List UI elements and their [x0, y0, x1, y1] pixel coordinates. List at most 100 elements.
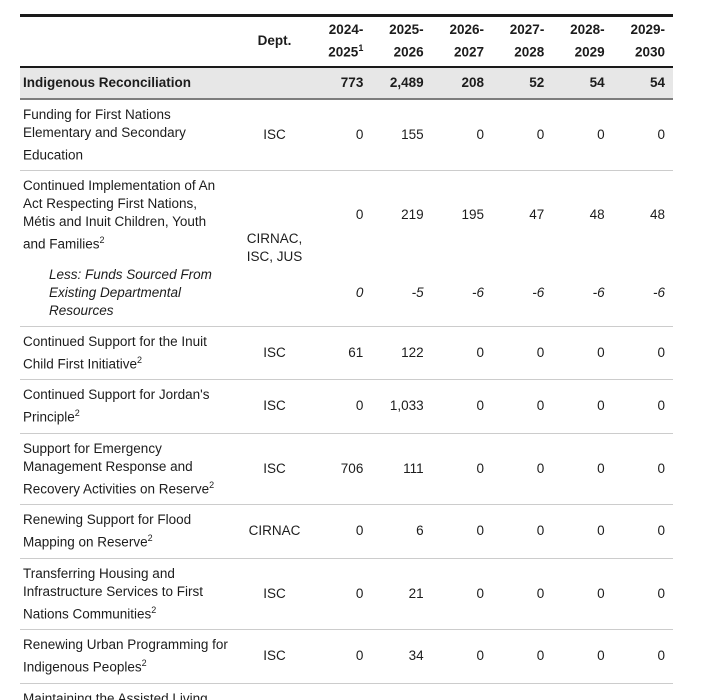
dept-cell: ISC: [263, 126, 286, 142]
value-cell: 0: [657, 126, 665, 142]
value-cell: 0: [536, 523, 545, 539]
value-cell: 0: [597, 523, 605, 539]
year-line2: 2027: [453, 44, 484, 60]
value-cell: 0: [355, 648, 364, 664]
program-label: Support for Emergency Management Respons…: [23, 440, 210, 497]
program-label: Continued Support for Jordan's Principle: [23, 387, 210, 425]
summary-label: Indigenous Reconciliation: [23, 74, 192, 90]
value-cell: 47: [529, 207, 545, 223]
table-row: Renewing Support for Flood Mapping on Re…: [20, 505, 673, 559]
value-cell: 0: [476, 126, 484, 142]
table-row: Continued Support for Jordan's Principle…: [20, 380, 673, 434]
value-cell: 34: [408, 648, 424, 664]
dept-column-header: Dept.: [257, 33, 292, 49]
value-cell: 0: [536, 460, 545, 476]
program-cell: Renewing Support for Flood Mapping on Re…: [20, 505, 238, 559]
value-cell: 60: [371, 683, 431, 700]
footnote-marker: 1: [358, 43, 364, 53]
program-cell: Maintaining the Assisted Living Program …: [20, 683, 238, 700]
year-line2: 2025: [328, 44, 359, 60]
dept-cell: CIRNAC: [248, 523, 301, 539]
indigenous-reconciliation-spending-table: Dept. 2024- 20251 2025- 2026 2026- 2027 202…: [20, 14, 673, 700]
value-cell: 0: [355, 126, 364, 142]
value-cell: 0: [355, 523, 364, 539]
program-cell: Continued Support for Jordan's Principle…: [20, 380, 238, 434]
value-cell: 0: [476, 344, 484, 360]
dept-cell: ISC: [263, 344, 286, 360]
value-cell: -6: [652, 284, 665, 300]
value-cell: 0: [355, 585, 364, 601]
year-column-header: 2026- 2027: [432, 16, 492, 67]
header-row: Dept. 2024- 20251 2025- 2026 2026- 2027 202…: [20, 16, 673, 67]
summary-value: 773: [340, 74, 364, 90]
value-cell: 0: [476, 523, 484, 539]
year-line1: 2027-: [509, 22, 545, 37]
value-cell: 0: [476, 398, 484, 414]
value-cell: 0: [613, 683, 673, 700]
year-line1: 2025-: [389, 22, 424, 37]
value-cell: 48: [589, 207, 605, 223]
value-cell: 0: [536, 585, 545, 601]
less-subrow: Less: Funds Sourced From Existing Depart…: [20, 260, 673, 326]
table-row: Continued Implementation of An Act Respe…: [20, 171, 673, 264]
summary-value: 2,489: [389, 74, 424, 90]
year-line2: 2028: [514, 44, 545, 60]
year-column-header: 2028- 2029: [552, 16, 612, 67]
value-cell: 0: [657, 585, 665, 601]
footnote-marker: 2: [74, 408, 80, 418]
value-cell: 21: [408, 585, 424, 601]
value-cell: -5: [411, 284, 424, 300]
year-line2: 2029: [574, 44, 605, 60]
value-cell: 0: [432, 683, 492, 700]
program-cell: Support for Emergency Management Respons…: [20, 433, 238, 505]
year-column-header: 2024- 20251: [311, 16, 371, 67]
value-cell: 0: [657, 344, 665, 360]
value-cell: 0: [476, 460, 484, 476]
value-cell: 6: [416, 523, 424, 539]
value-cell: 0: [476, 585, 484, 601]
value-cell: 0: [536, 398, 545, 414]
table-header: Dept. 2024- 20251 2025- 2026 2026- 2027 202…: [20, 16, 673, 67]
value-cell: 0: [597, 344, 605, 360]
footnote-marker: 2: [209, 479, 215, 490]
value-cell: 0: [476, 648, 484, 664]
value-cell: 0: [311, 683, 371, 700]
table-row: Transferring Housing and Infrastructure …: [20, 558, 673, 630]
program-label: Continued Implementation of An Act Respe…: [23, 178, 216, 252]
table-row: Maintaining the Assisted Living Program …: [20, 683, 673, 700]
value-cell: 1,033: [389, 398, 424, 414]
summary-value: 54: [589, 74, 605, 90]
program-label: Continued Support for the Inuit Child Fi…: [23, 333, 207, 372]
program-label: Maintaining the Assisted Living Program …: [23, 690, 208, 700]
value-cell: 0: [355, 398, 364, 414]
value-cell: 0: [536, 648, 545, 664]
value-cell: 0: [657, 648, 665, 664]
program-cell: Funding for First Nations Elementary and…: [20, 99, 238, 171]
year-column-header: 2027- 2028: [492, 16, 552, 67]
dept-cell: ISC: [263, 648, 286, 664]
summary-value: 52: [529, 74, 545, 90]
value-cell: 0: [536, 344, 545, 360]
value-cell: 0: [597, 398, 605, 414]
year-line1: 2028-: [570, 22, 605, 37]
year-column-header: 2029- 2030: [613, 16, 673, 67]
value-cell: -6: [532, 284, 545, 300]
value-cell: 0: [536, 126, 545, 142]
program-label: Renewing Support for Flood Mapping on Re…: [23, 512, 192, 550]
value-cell: -6: [592, 284, 605, 300]
year-line1: 2029-: [630, 22, 665, 37]
value-cell: 0: [657, 398, 665, 414]
dept-cell: ISC: [238, 683, 311, 700]
footnote-marker: 2: [137, 354, 143, 365]
summary-value: 208: [461, 74, 484, 90]
program-cell: Renewing Urban Programming for Indigenou…: [20, 630, 238, 684]
dept-cell: ISC: [263, 398, 286, 414]
value-cell: 0: [492, 683, 552, 700]
program-cell: Continued Implementation of An Act Respe…: [20, 171, 238, 260]
program-label: Renewing Urban Programming for Indigenou…: [23, 637, 228, 675]
year-column-header: 2025- 2026: [371, 16, 431, 67]
summary-row: Indigenous Reconciliation 773 2,489 208 …: [20, 66, 673, 99]
value-cell: 0: [552, 683, 612, 700]
less-label: Less: Funds Sourced From Existing Depart…: [49, 266, 212, 318]
